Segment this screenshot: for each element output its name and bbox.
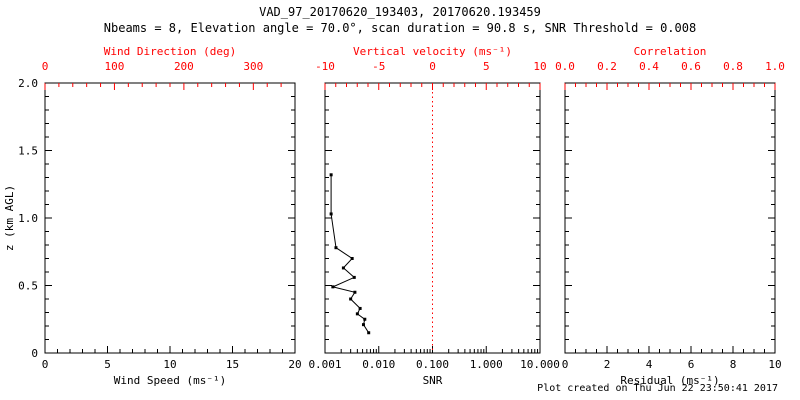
top-tick-label: 0 — [42, 60, 49, 73]
x-tick-label: 0 — [42, 358, 49, 371]
data-point — [355, 312, 359, 316]
data-point — [363, 317, 367, 321]
snr-panel-x-axis-label: SNR — [423, 374, 443, 387]
x-tick-label: 4 — [646, 358, 653, 371]
x-tick-label: 0.001 — [308, 358, 341, 371]
data-point — [358, 306, 362, 310]
top-tick-label: 100 — [105, 60, 125, 73]
snr-profile-line — [330, 174, 370, 334]
residual-panel-frame — [564, 82, 776, 354]
top-tick-label: 0.6 — [681, 60, 701, 73]
top-tick-label: 5 — [483, 60, 490, 73]
data-point — [341, 266, 345, 270]
data-point — [367, 331, 371, 335]
x-tick-label: 6 — [688, 358, 695, 371]
y-tick-label: 0.5 — [18, 280, 38, 293]
data-point — [353, 290, 357, 294]
top-tick-label: 0.2 — [597, 60, 617, 73]
x-tick-label: 10.000 — [520, 358, 560, 371]
x-tick-label: 5 — [104, 358, 111, 371]
plot-subtitle: Nbeams = 8, Elevation angle = 70.0°, sca… — [103, 21, 697, 35]
data-point — [350, 257, 354, 260]
plot-title: VAD_97_20170620_193403, 20170620.193459 — [259, 5, 541, 19]
residual-panel-x-axis-label: Residual (ms⁻¹) — [620, 374, 719, 387]
top-tick-label: 0.4 — [639, 60, 659, 73]
top-tick-label: 10 — [533, 60, 546, 73]
x-tick-label: 0.100 — [416, 358, 449, 371]
top-tick-label: 200 — [174, 60, 194, 73]
y-tick-label: 2.0 — [18, 77, 38, 90]
y-axis-label: z (km AGL) — [3, 185, 16, 251]
wind-speed-panel-frame — [44, 82, 296, 354]
residual-panel-top-axis-label: Correlation — [634, 45, 707, 58]
data-point — [329, 212, 333, 216]
x-tick-label: 1.000 — [470, 358, 503, 371]
x-tick-label: 8 — [730, 358, 737, 371]
x-tick-label: 2 — [604, 358, 611, 371]
top-tick-label: 0.0 — [555, 60, 575, 73]
snr-panel-top-axis-label: Vertical velocity (ms⁻¹) — [353, 45, 512, 58]
x-tick-label: 0.010 — [362, 358, 395, 371]
data-point — [329, 173, 333, 177]
data-point — [349, 297, 353, 301]
x-tick-label: 20 — [288, 358, 301, 371]
x-tick-label: 10 — [768, 358, 781, 371]
y-tick-label: 1.0 — [18, 212, 38, 225]
top-tick-label: 0 — [429, 60, 436, 73]
data-point — [334, 246, 338, 250]
wind-speed-panel-x-axis-label: Wind Speed (ms⁻¹) — [114, 374, 227, 387]
top-tick-label: 300 — [243, 60, 263, 73]
data-point — [331, 285, 335, 289]
x-tick-label: 15 — [226, 358, 239, 371]
data-point — [352, 275, 356, 279]
wind-speed-panel-top-axis-label: Wind Direction (deg) — [104, 45, 236, 58]
y-tick-label: 1.5 — [18, 145, 38, 158]
plot-created-timestamp: Plot created on Thu Jun 22 23:50:41 2017 — [537, 383, 778, 394]
y-tick-label: 0 — [31, 347, 38, 360]
data-point — [361, 323, 365, 327]
x-tick-label: 10 — [163, 358, 176, 371]
x-tick-label: 0 — [562, 358, 569, 371]
top-tick-label: 0.8 — [723, 60, 743, 73]
top-tick-label: 1.0 — [765, 60, 785, 73]
top-tick-label: -10 — [315, 60, 335, 73]
top-tick-label: -5 — [372, 60, 385, 73]
